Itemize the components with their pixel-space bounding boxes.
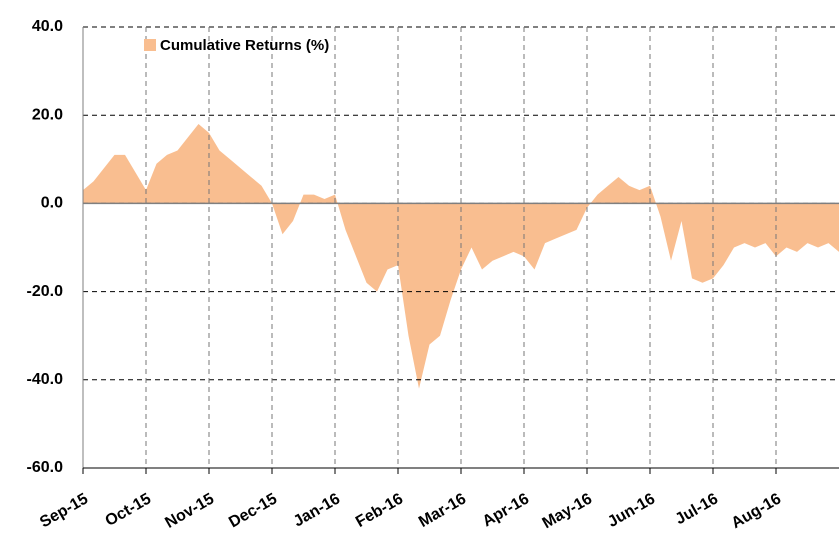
- y-tick-label: 20.0: [32, 106, 63, 123]
- x-tick-label: Nov-15: [162, 490, 217, 531]
- legend-label: Cumulative Returns (%): [160, 37, 329, 54]
- x-tick-label: Sep-15: [37, 490, 91, 531]
- x-tick-label: Jul-16: [673, 490, 722, 528]
- x-tick-label: May-16: [540, 490, 596, 532]
- x-tick-label: Mar-16: [416, 490, 469, 531]
- y-tick-label: 0.0: [41, 195, 63, 212]
- x-tick-label: Feb-16: [353, 490, 406, 531]
- x-tick-label: Oct-15: [102, 490, 154, 530]
- x-tick-label: Dec-15: [226, 490, 280, 531]
- y-tick-label: -20.0: [27, 283, 64, 300]
- y-tick-label: -60.0: [27, 459, 64, 476]
- x-tick-label: Apr-16: [480, 490, 532, 530]
- legend-swatch: [144, 39, 156, 51]
- x-tick-label: Jan-16: [291, 490, 343, 530]
- y-tick-label: -40.0: [27, 371, 64, 388]
- x-tick-label: Jun-16: [605, 490, 658, 531]
- x-tick-label: Aug-16: [729, 490, 785, 532]
- y-tick-label: 40.0: [32, 18, 63, 35]
